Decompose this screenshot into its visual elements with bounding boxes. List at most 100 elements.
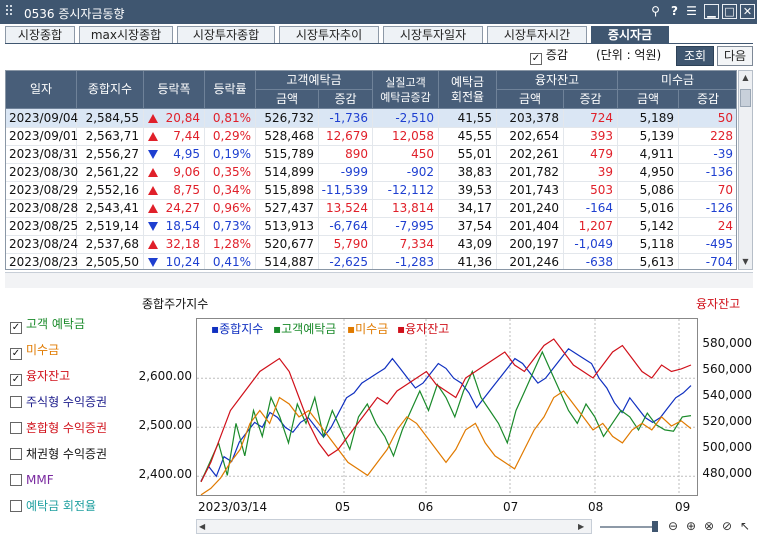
header-rate[interactable]: 등락률 — [205, 71, 256, 109]
series-line-3 — [200, 390, 692, 496]
cell-text: 12,058 — [392, 129, 434, 143]
series-toggle[interactable]: 예탁금 회전율 — [10, 498, 96, 514]
cell-text: 2,561,22 — [85, 165, 139, 179]
checkbox-icon[interactable]: ✓ — [530, 53, 542, 65]
table-row[interactable]: 2023/08/25 2,519,14 18,54 0,73% 513,913 -6,76… — [6, 217, 736, 236]
cell-depd: -2,625 — [319, 253, 373, 269]
scroll-up-icon[interactable]: ▲ — [742, 73, 749, 82]
header-unpaid-delta[interactable]: 증감 — [679, 90, 736, 109]
header-change[interactable]: 등락폭 — [144, 71, 205, 109]
chart-hscroll[interactable]: ◀ ▶ — [196, 519, 592, 534]
series-toggle-label: 미수금 — [26, 343, 60, 357]
cell-index: 2,537,68 — [77, 235, 144, 253]
table-row[interactable]: 2023/08/28 2,543,41 24,27 0,96% 527,437 13,52… — [6, 199, 736, 218]
checkbox-icon[interactable] — [10, 474, 22, 486]
pin-icon[interactable]: ⚲ — [651, 4, 660, 18]
scroll-thumb[interactable] — [740, 89, 751, 107]
series-toggle[interactable]: 혼합형 수익증권 — [10, 420, 107, 436]
cell-unp: 5,086 — [618, 181, 679, 199]
cell-change: 32,18 — [144, 235, 205, 253]
tab-investor-daily[interactable]: 시장투자일자 — [383, 26, 483, 44]
zoom-reset-icon[interactable]: ⊘ — [722, 519, 733, 533]
splitter[interactable] — [5, 272, 753, 288]
tab-market-funds[interactable]: 증시자금 — [591, 26, 669, 44]
checkbox-icon[interactable]: ✓ — [10, 348, 22, 360]
tab-market-summary[interactable]: 시장종합 — [5, 26, 75, 44]
header-credit-delta[interactable]: 증감 — [564, 90, 618, 109]
checkbox-icon[interactable] — [10, 422, 22, 434]
close-button[interactable]: ✕ — [740, 4, 755, 19]
scroll-down-icon[interactable]: ▼ — [742, 257, 749, 266]
cell-real: -2,510 — [373, 109, 439, 127]
header-unpaid-amount[interactable]: 금액 — [618, 90, 679, 109]
maximize-button[interactable]: □ — [722, 4, 737, 19]
tab-investor-trend[interactable]: 시장투자추이 — [279, 26, 379, 44]
header-deposit-amount[interactable]: 금액 — [256, 90, 319, 109]
scroll-right-icon[interactable]: ▶ — [578, 522, 585, 531]
header-credit[interactable]: 융자잔고 — [497, 71, 618, 90]
cell-text: 0,19% — [212, 147, 251, 161]
header-deposit[interactable]: 고객예탁금 — [256, 71, 373, 90]
header-credit-amount[interactable]: 금액 — [497, 90, 564, 109]
cursor-icon[interactable]: ↖ — [740, 519, 751, 533]
table-row[interactable]: 2023/09/01 2,563,71 7,44 0,29% 528,468 12,679… — [6, 127, 736, 146]
table-row[interactable]: 2023/08/30 2,561,22 9,06 0,35% 514,899 -999 -9… — [6, 163, 736, 182]
table-row[interactable]: 2023/09/04 2,584,55 20,84 0,81% 526,732 -1,73… — [6, 109, 736, 128]
tab-investor-summary[interactable]: 시장투자종합 — [177, 26, 275, 44]
table-row[interactable]: 2023/08/23 2,505,50 10,24 0,41% 514,887 -2,62… — [6, 253, 736, 269]
next-button[interactable]: 다음 — [717, 46, 753, 66]
header-real-deposit[interactable]: 실질고객 예탁금증감 — [373, 71, 439, 109]
series-toggle[interactable]: ✓ 융자잔고 — [10, 368, 70, 386]
scroll-left-icon[interactable]: ◀ — [199, 522, 206, 531]
checkbox-icon[interactable] — [10, 500, 22, 512]
series-toggle[interactable]: 채권형 수익증권 — [10, 446, 107, 462]
cell-text: 43,09 — [457, 237, 492, 251]
zoom-in-icon[interactable]: ⊕ — [686, 519, 697, 533]
table-row[interactable]: 2023/08/29 2,552,16 8,75 0,34% 515,898 -11,53… — [6, 181, 736, 200]
checkbox-icon[interactable] — [10, 448, 22, 460]
table-row[interactable]: 2023/08/31 2,556,27 4,95 0,19% 515,789 890 450… — [6, 145, 736, 164]
header-unpaid[interactable]: 미수금 — [618, 71, 736, 90]
cell-turn: 55,01 — [439, 145, 497, 163]
cell-index: 2,584,55 — [77, 109, 144, 127]
header-turnover[interactable]: 예탁금 회전율 — [439, 71, 497, 109]
cell-text: -495 — [705, 237, 733, 251]
table-vscroll[interactable]: ▲ ▼ — [738, 70, 753, 270]
cell-text: 1,28% — [212, 237, 251, 251]
zoom-slider[interactable] — [600, 519, 658, 534]
series-toggle[interactable]: MMF — [10, 472, 54, 488]
query-button[interactable]: 조회 — [676, 46, 714, 66]
checkbox-icon[interactable] — [10, 396, 22, 408]
y-right-tick: 560,000 — [702, 362, 752, 377]
series-toggle[interactable]: ✓ 미수금 — [10, 342, 60, 360]
series-toggle[interactable]: ✓ 고객 예탁금 — [10, 316, 86, 334]
table-row[interactable]: 2023/08/24 2,537,68 32,18 1,28% 520,677 5,790… — [6, 235, 736, 254]
cell-text: 526,732 — [264, 111, 314, 125]
tab-investor-time[interactable]: 시장투자시간 — [487, 26, 587, 44]
tab-max-market-summary[interactable]: max시장종합 — [79, 26, 173, 44]
cell-text: 0,29% — [212, 129, 251, 143]
zoom-fit-icon[interactable]: ⊗ — [704, 519, 715, 533]
checkbox-icon[interactable]: ✓ — [10, 322, 22, 334]
series-toggle-label: 고객 예탁금 — [26, 317, 86, 331]
help-icon[interactable]: ? — [671, 4, 678, 18]
cell-text: -1,049 — [574, 237, 613, 251]
menu-icon[interactable]: ☰ — [686, 4, 697, 18]
up-arrow-icon — [148, 168, 158, 177]
cell-rate: 0,29% — [205, 127, 256, 145]
series-toggle[interactable]: 주식형 수익증권 — [10, 394, 107, 410]
zoom-out-icon[interactable]: ⊖ — [668, 519, 679, 533]
down-arrow-icon — [148, 150, 158, 159]
chart-plot[interactable]: ▪종합지수 ▪고객예탁금 ▪미수금 ▪융자잔고 — [196, 318, 698, 496]
minimize-button[interactable]: ▁ — [704, 4, 719, 19]
header-index[interactable]: 종합지수 — [77, 71, 144, 109]
checkbox-icon[interactable]: ✓ — [10, 374, 22, 386]
header-deposit-delta[interactable]: 증감 — [319, 90, 373, 109]
cell-real: 12,058 — [373, 127, 439, 145]
header-date[interactable]: 일자 — [6, 71, 77, 109]
x-tick: 09 — [675, 500, 691, 514]
grip-icon[interactable] — [6, 5, 15, 17]
cell-text: -2,510 — [395, 111, 434, 125]
cell-depd: 13,524 — [319, 199, 373, 217]
change-checkbox[interactable]: ✓ 증감 — [530, 47, 568, 65]
